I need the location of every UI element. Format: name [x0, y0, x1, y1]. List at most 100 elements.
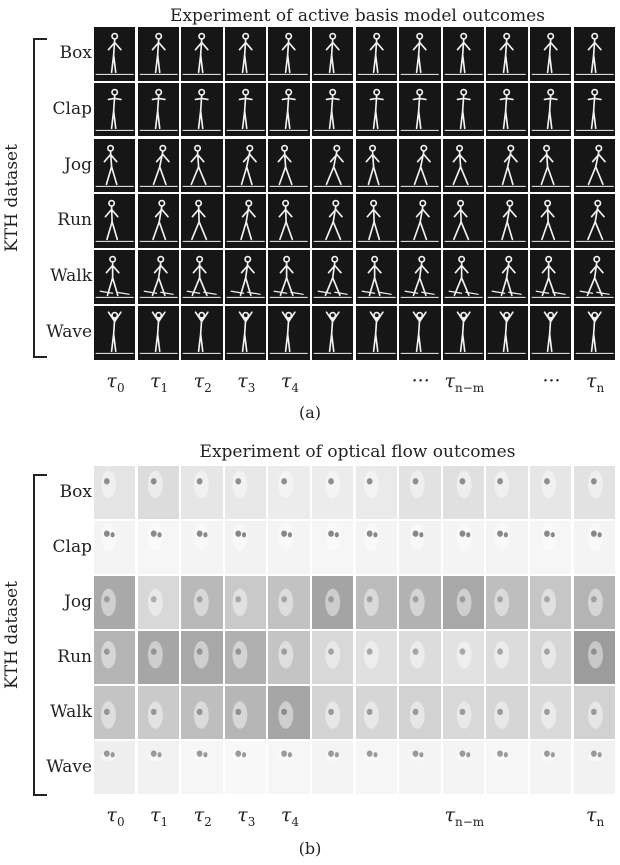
frame-box-0: [94, 466, 136, 519]
frame-run-4: [268, 194, 310, 248]
row-label-clap: Clap: [52, 98, 92, 119]
frame-wave-7: [399, 306, 441, 360]
frame-wave-10: [530, 306, 572, 360]
frame-run-5: [312, 631, 354, 684]
frame-run-7: [399, 194, 441, 248]
frame-run-10: [530, 631, 572, 684]
frame-clap-4: [268, 521, 310, 574]
frame-walk-5: [312, 250, 354, 304]
frame-walk-6: [355, 250, 397, 304]
frame-clap-5: [312, 521, 354, 574]
frame-run-2: [181, 631, 223, 684]
frame-jog-5: [312, 138, 354, 193]
frame-clap-8: [442, 521, 485, 574]
frame-run-11: [573, 194, 615, 248]
frame-clap-6: [355, 521, 397, 574]
frame-run-3: [224, 631, 267, 684]
frame-wave-2: [181, 306, 223, 360]
frame-wave-0: [94, 741, 136, 794]
time-label-3: τ3: [237, 370, 256, 395]
frame-jog-6: [355, 138, 397, 193]
frame-clap-1: [137, 521, 179, 574]
frame-clap-7: [399, 521, 441, 574]
frame-run-6: [355, 631, 397, 684]
frame-jog-0: [94, 138, 136, 193]
frame-clap-2: [181, 82, 223, 137]
time-label-4: τ4: [280, 804, 299, 829]
frame-box-9: [486, 466, 528, 519]
frame-clap-0: [94, 82, 136, 137]
row-label-walk: Walk: [50, 701, 92, 722]
frame-wave-9: [486, 306, 528, 360]
time-label-8: τn−m: [444, 370, 485, 395]
frame-box-2: [181, 27, 223, 81]
row-label-walk: Walk: [50, 266, 92, 287]
frame-box-1: [137, 27, 179, 81]
frame-walk-8: [442, 686, 485, 739]
time-label-3: τ3: [237, 804, 256, 829]
panel-a-caption: (a): [298, 403, 322, 422]
frame-run-5: [312, 194, 354, 248]
frame-jog-7: [399, 138, 441, 193]
frame-clap-10: [530, 82, 572, 137]
time-label-2: τ2: [193, 804, 212, 829]
frame-walk-11: [573, 686, 615, 739]
frame-run-1: [137, 194, 179, 248]
row-label-jog: Jog: [64, 154, 92, 175]
panel-b-ylabel-wrap: KTH dataset: [0, 474, 24, 796]
time-label-8: τn−m: [444, 804, 485, 829]
frame-jog-4: [268, 576, 310, 629]
frame-walk-7: [399, 686, 441, 739]
frame-walk-4: [268, 686, 310, 739]
frame-wave-6: [355, 306, 397, 360]
row-label-wave: Wave: [46, 321, 92, 342]
frame-run-7: [399, 631, 441, 684]
frame-box-4: [268, 27, 310, 81]
row-label-wave: Wave: [46, 756, 92, 777]
frame-box-11: [573, 466, 615, 519]
frame-walk-3: [224, 250, 267, 304]
frame-jog-2: [181, 576, 223, 629]
row-label-box: Box: [59, 42, 92, 63]
frame-jog-10: [530, 576, 572, 629]
frame-jog-0: [94, 576, 136, 629]
frame-run-11: [573, 631, 615, 684]
row-label-clap: Clap: [52, 536, 92, 557]
time-label-1: τ1: [150, 370, 169, 395]
frame-clap-11: [573, 521, 615, 574]
panel-a-title: Experiment of active basis model outcome…: [170, 6, 545, 26]
frame-run-0: [94, 194, 136, 248]
frame-clap-3: [224, 521, 267, 574]
time-label-11: τn: [585, 804, 605, 829]
frame-walk-2: [181, 250, 223, 304]
frame-wave-11: [573, 741, 615, 794]
frame-wave-5: [312, 306, 354, 360]
frame-box-5: [312, 27, 354, 81]
time-label-7: ···: [411, 370, 430, 392]
frame-walk-11: [573, 250, 615, 304]
frame-box-7: [399, 466, 441, 519]
frame-jog-1: [137, 138, 179, 193]
frame-wave-6: [355, 741, 397, 794]
frame-wave-7: [399, 741, 441, 794]
frame-walk-1: [137, 686, 179, 739]
frame-jog-4: [268, 138, 310, 193]
panel-b-ylabel: KTH dataset: [2, 581, 22, 689]
frame-wave-3: [224, 741, 267, 794]
frame-run-6: [355, 194, 397, 248]
frame-wave-3: [224, 306, 267, 360]
frame-clap-11: [573, 82, 615, 137]
frame-wave-2: [181, 741, 223, 794]
frame-walk-4: [268, 250, 310, 304]
frame-walk-5: [312, 686, 354, 739]
frame-walk-9: [486, 686, 528, 739]
frame-jog-7: [399, 576, 441, 629]
frame-wave-8: [442, 741, 485, 794]
frame-run-8: [442, 194, 485, 248]
frame-box-4: [268, 466, 310, 519]
row-label-jog: Jog: [64, 591, 92, 612]
frame-wave-0: [94, 306, 136, 360]
frame-jog-5: [312, 576, 354, 629]
frame-jog-10: [530, 138, 572, 193]
frame-jog-1: [137, 576, 179, 629]
